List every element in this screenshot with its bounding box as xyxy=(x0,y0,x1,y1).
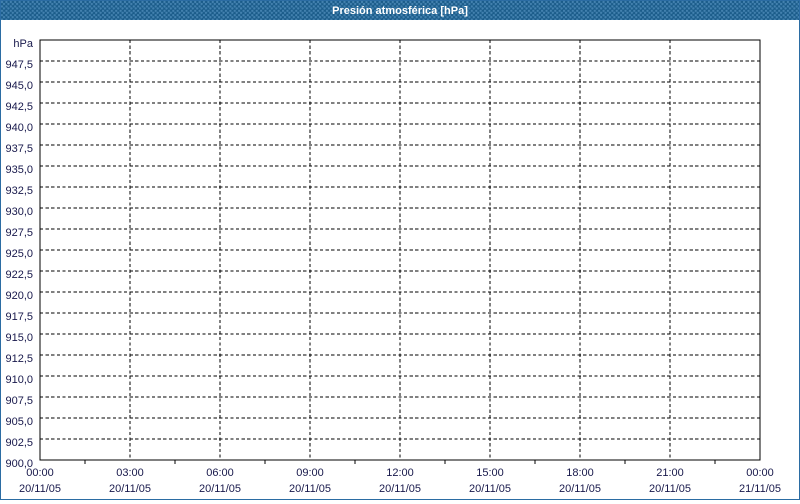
svg-text:920,0: 920,0 xyxy=(5,290,33,302)
svg-text:20/11/05: 20/11/05 xyxy=(289,483,331,495)
svg-text:20/11/05: 20/11/05 xyxy=(469,483,511,495)
svg-text:hPa: hPa xyxy=(13,38,33,50)
svg-text:15:00: 15:00 xyxy=(476,467,504,479)
svg-text:912,5: 912,5 xyxy=(5,353,33,365)
svg-text:09:00: 09:00 xyxy=(296,467,324,479)
svg-text:21/11/05: 21/11/05 xyxy=(739,483,781,495)
svg-text:20/11/05: 20/11/05 xyxy=(379,483,421,495)
svg-text:20/11/05: 20/11/05 xyxy=(649,483,691,495)
svg-text:20/11/05: 20/11/05 xyxy=(199,483,241,495)
svg-text:902,5: 902,5 xyxy=(5,437,33,449)
svg-text:20/11/05: 20/11/05 xyxy=(19,483,61,495)
svg-text:940,0: 940,0 xyxy=(5,122,33,134)
svg-text:937,5: 937,5 xyxy=(5,143,33,155)
svg-text:945,0: 945,0 xyxy=(5,80,33,92)
svg-text:927,5: 927,5 xyxy=(5,227,33,239)
svg-text:00:00: 00:00 xyxy=(26,467,54,479)
svg-text:942,5: 942,5 xyxy=(5,101,33,113)
svg-text:910,0: 910,0 xyxy=(5,374,33,386)
svg-text:915,0: 915,0 xyxy=(5,332,33,344)
svg-text:18:00: 18:00 xyxy=(566,467,594,479)
svg-text:947,5: 947,5 xyxy=(5,59,33,71)
svg-text:06:00: 06:00 xyxy=(206,467,234,479)
svg-text:917,5: 917,5 xyxy=(5,311,33,323)
svg-text:932,5: 932,5 xyxy=(5,185,33,197)
svg-text:00:00: 00:00 xyxy=(746,467,774,479)
svg-text:20/11/05: 20/11/05 xyxy=(109,483,151,495)
svg-text:03:00: 03:00 xyxy=(116,467,144,479)
svg-text:935,0: 935,0 xyxy=(5,164,33,176)
svg-text:907,5: 907,5 xyxy=(5,395,33,407)
svg-text:12:00: 12:00 xyxy=(386,467,414,479)
svg-text:20/11/05: 20/11/05 xyxy=(559,483,601,495)
svg-text:930,0: 930,0 xyxy=(5,206,33,218)
svg-text:922,5: 922,5 xyxy=(5,269,33,281)
svg-text:905,0: 905,0 xyxy=(5,416,33,428)
svg-text:21:00: 21:00 xyxy=(656,467,684,479)
svg-text:925,0: 925,0 xyxy=(5,248,33,260)
